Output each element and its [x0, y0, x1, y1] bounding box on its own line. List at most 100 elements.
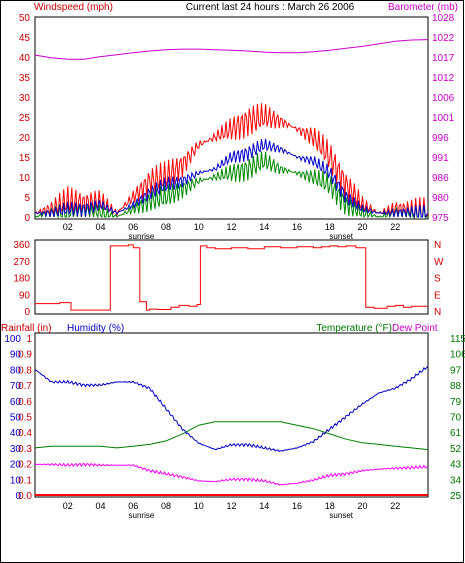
compass-tick-label: E [434, 290, 441, 301]
x-tick-label: 22 [390, 222, 400, 232]
temperature-tick-label: 115 [450, 334, 465, 345]
chart-layer: 0510152025303540455097598098699199610011… [1, 2, 465, 520]
wind-tick-label: 25 [19, 113, 31, 124]
x-tick-label: 16 [292, 222, 302, 232]
temperature-line [34, 421, 429, 451]
rainfall-tick-label: 1 [26, 334, 32, 345]
baro-tick-label: 986 [432, 173, 449, 184]
rainfall-tick-label: 0.0 [18, 491, 32, 502]
rainfall-tick-label: 0.1 [18, 475, 32, 486]
direction-tick-label: 360 [13, 240, 30, 251]
temperature-tick-label: 52 [450, 444, 462, 455]
humidity-tick-label: 10 [10, 475, 22, 486]
panel-wind-frame [34, 16, 429, 220]
baro-tick-label: 996 [432, 133, 449, 144]
x-tick-label: 04 [95, 501, 105, 511]
wind-tick-label: 30 [19, 93, 31, 104]
x-tick-label: 04 [95, 222, 105, 232]
temperature-tick-label: 34 [450, 475, 462, 486]
humidity-line [34, 365, 429, 453]
direction-tick-label: 0 [24, 307, 30, 318]
baro-tick-label: 980 [432, 193, 449, 204]
baro-tick-label: 1022 [432, 33, 455, 44]
rainfall-tick-label: 0.2 [18, 460, 32, 471]
direction-tick-label: 90 [19, 290, 31, 301]
x-tick-label: 08 [161, 222, 171, 232]
x-tick-label: 20 [357, 222, 367, 232]
sunset-label: sunset [329, 511, 353, 520]
humidity-tick-label: 100 [4, 334, 21, 345]
rainfall-tick-label: 0.8 [18, 365, 32, 376]
sunset-label: sunset [329, 232, 353, 241]
temperature-tick-label: 70 [450, 413, 462, 424]
baro-axis-label: Barometer (mb) [388, 2, 458, 13]
x-tick-label: 18 [325, 501, 335, 511]
temperature-tick-label: 88 [450, 381, 462, 392]
x-tick-label: 20 [357, 501, 367, 511]
wind-tick-label: 40 [19, 53, 31, 64]
panel-direction-frame [34, 239, 429, 315]
x-tick-label: 16 [292, 501, 302, 511]
rainfall-tick-label: 0.9 [18, 350, 32, 361]
wind-direction-line [35, 244, 428, 311]
sunrise-label: sunrise [129, 232, 155, 241]
x-tick-label: 02 [63, 501, 73, 511]
compass-tick-label: N [434, 307, 441, 318]
baro-tick-label: 1028 [432, 13, 455, 24]
x-tick-label: 14 [259, 222, 269, 232]
baro-tick-label: 1001 [432, 113, 455, 124]
wind-tick-label: 45 [19, 33, 31, 44]
compass-tick-label: N [434, 240, 441, 251]
wind-tick-label: 10 [19, 173, 31, 184]
humidity-tick-label: 50 [10, 413, 22, 424]
direction-tick-label: 270 [13, 257, 30, 268]
rainfall-tick-label: 0.4 [18, 428, 32, 439]
barometer-line [34, 39, 429, 60]
humidity-tick-label: 0 [15, 491, 21, 502]
baro-tick-label: 1017 [432, 53, 455, 64]
baro-tick-label: 991 [432, 153, 449, 164]
rainfall-axis-label: Rainfall (in) [1, 323, 52, 334]
wind-tick-label: 35 [19, 73, 31, 84]
humidity-tick-label: 80 [10, 365, 22, 376]
rainfall-tick-label: 0.7 [18, 381, 32, 392]
wind-tick-label: 20 [19, 133, 31, 144]
wind-tick-label: 50 [19, 13, 31, 24]
wind-tick-label: 15 [19, 153, 31, 164]
temperature-tick-label: 25 [450, 491, 462, 502]
dewpoint-line [34, 462, 429, 486]
compass-tick-label: S [434, 274, 441, 285]
x-tick-label: 12 [226, 222, 236, 232]
dewpoint-axis-label: Dew Point [392, 323, 438, 334]
baro-tick-label: 1012 [432, 73, 455, 84]
temperature-tick-label: 106 [450, 350, 465, 361]
x-tick-label: 06 [128, 501, 138, 511]
x-tick-label: 18 [325, 222, 335, 232]
sunrise-label: sunrise [129, 511, 155, 520]
x-tick-label: 06 [128, 222, 138, 232]
humidity-tick-label: 90 [10, 350, 22, 361]
rainfall-tick-label: 0.6 [18, 397, 32, 408]
x-tick-label: 02 [63, 222, 73, 232]
wind-gust-line [34, 138, 429, 219]
x-tick-label: 10 [194, 222, 204, 232]
compass-tick-label: W [434, 257, 444, 268]
direction-tick-label: 180 [13, 274, 30, 285]
humidity-axis-label: Humidity (%) [67, 323, 124, 334]
rainfall-tick-label: 0.3 [18, 444, 32, 455]
baro-tick-label: 975 [432, 213, 449, 224]
temperature-tick-label: 61 [450, 428, 462, 439]
x-tick-label: 22 [390, 501, 400, 511]
temperature-axis-label: Temperature (°F) [316, 323, 392, 334]
chart-title: Current last 24 hours : March 26 2006 [186, 2, 355, 13]
x-tick-label: 12 [226, 501, 236, 511]
humidity-tick-label: 40 [10, 428, 22, 439]
temperature-tick-label: 97 [450, 365, 462, 376]
panel-climate-frame [34, 332, 429, 498]
humidity-tick-label: 20 [10, 460, 22, 471]
x-tick-label: 10 [194, 501, 204, 511]
wind-axis-label: Windspeed (mph) [34, 2, 113, 13]
humidity-tick-label: 70 [10, 381, 22, 392]
